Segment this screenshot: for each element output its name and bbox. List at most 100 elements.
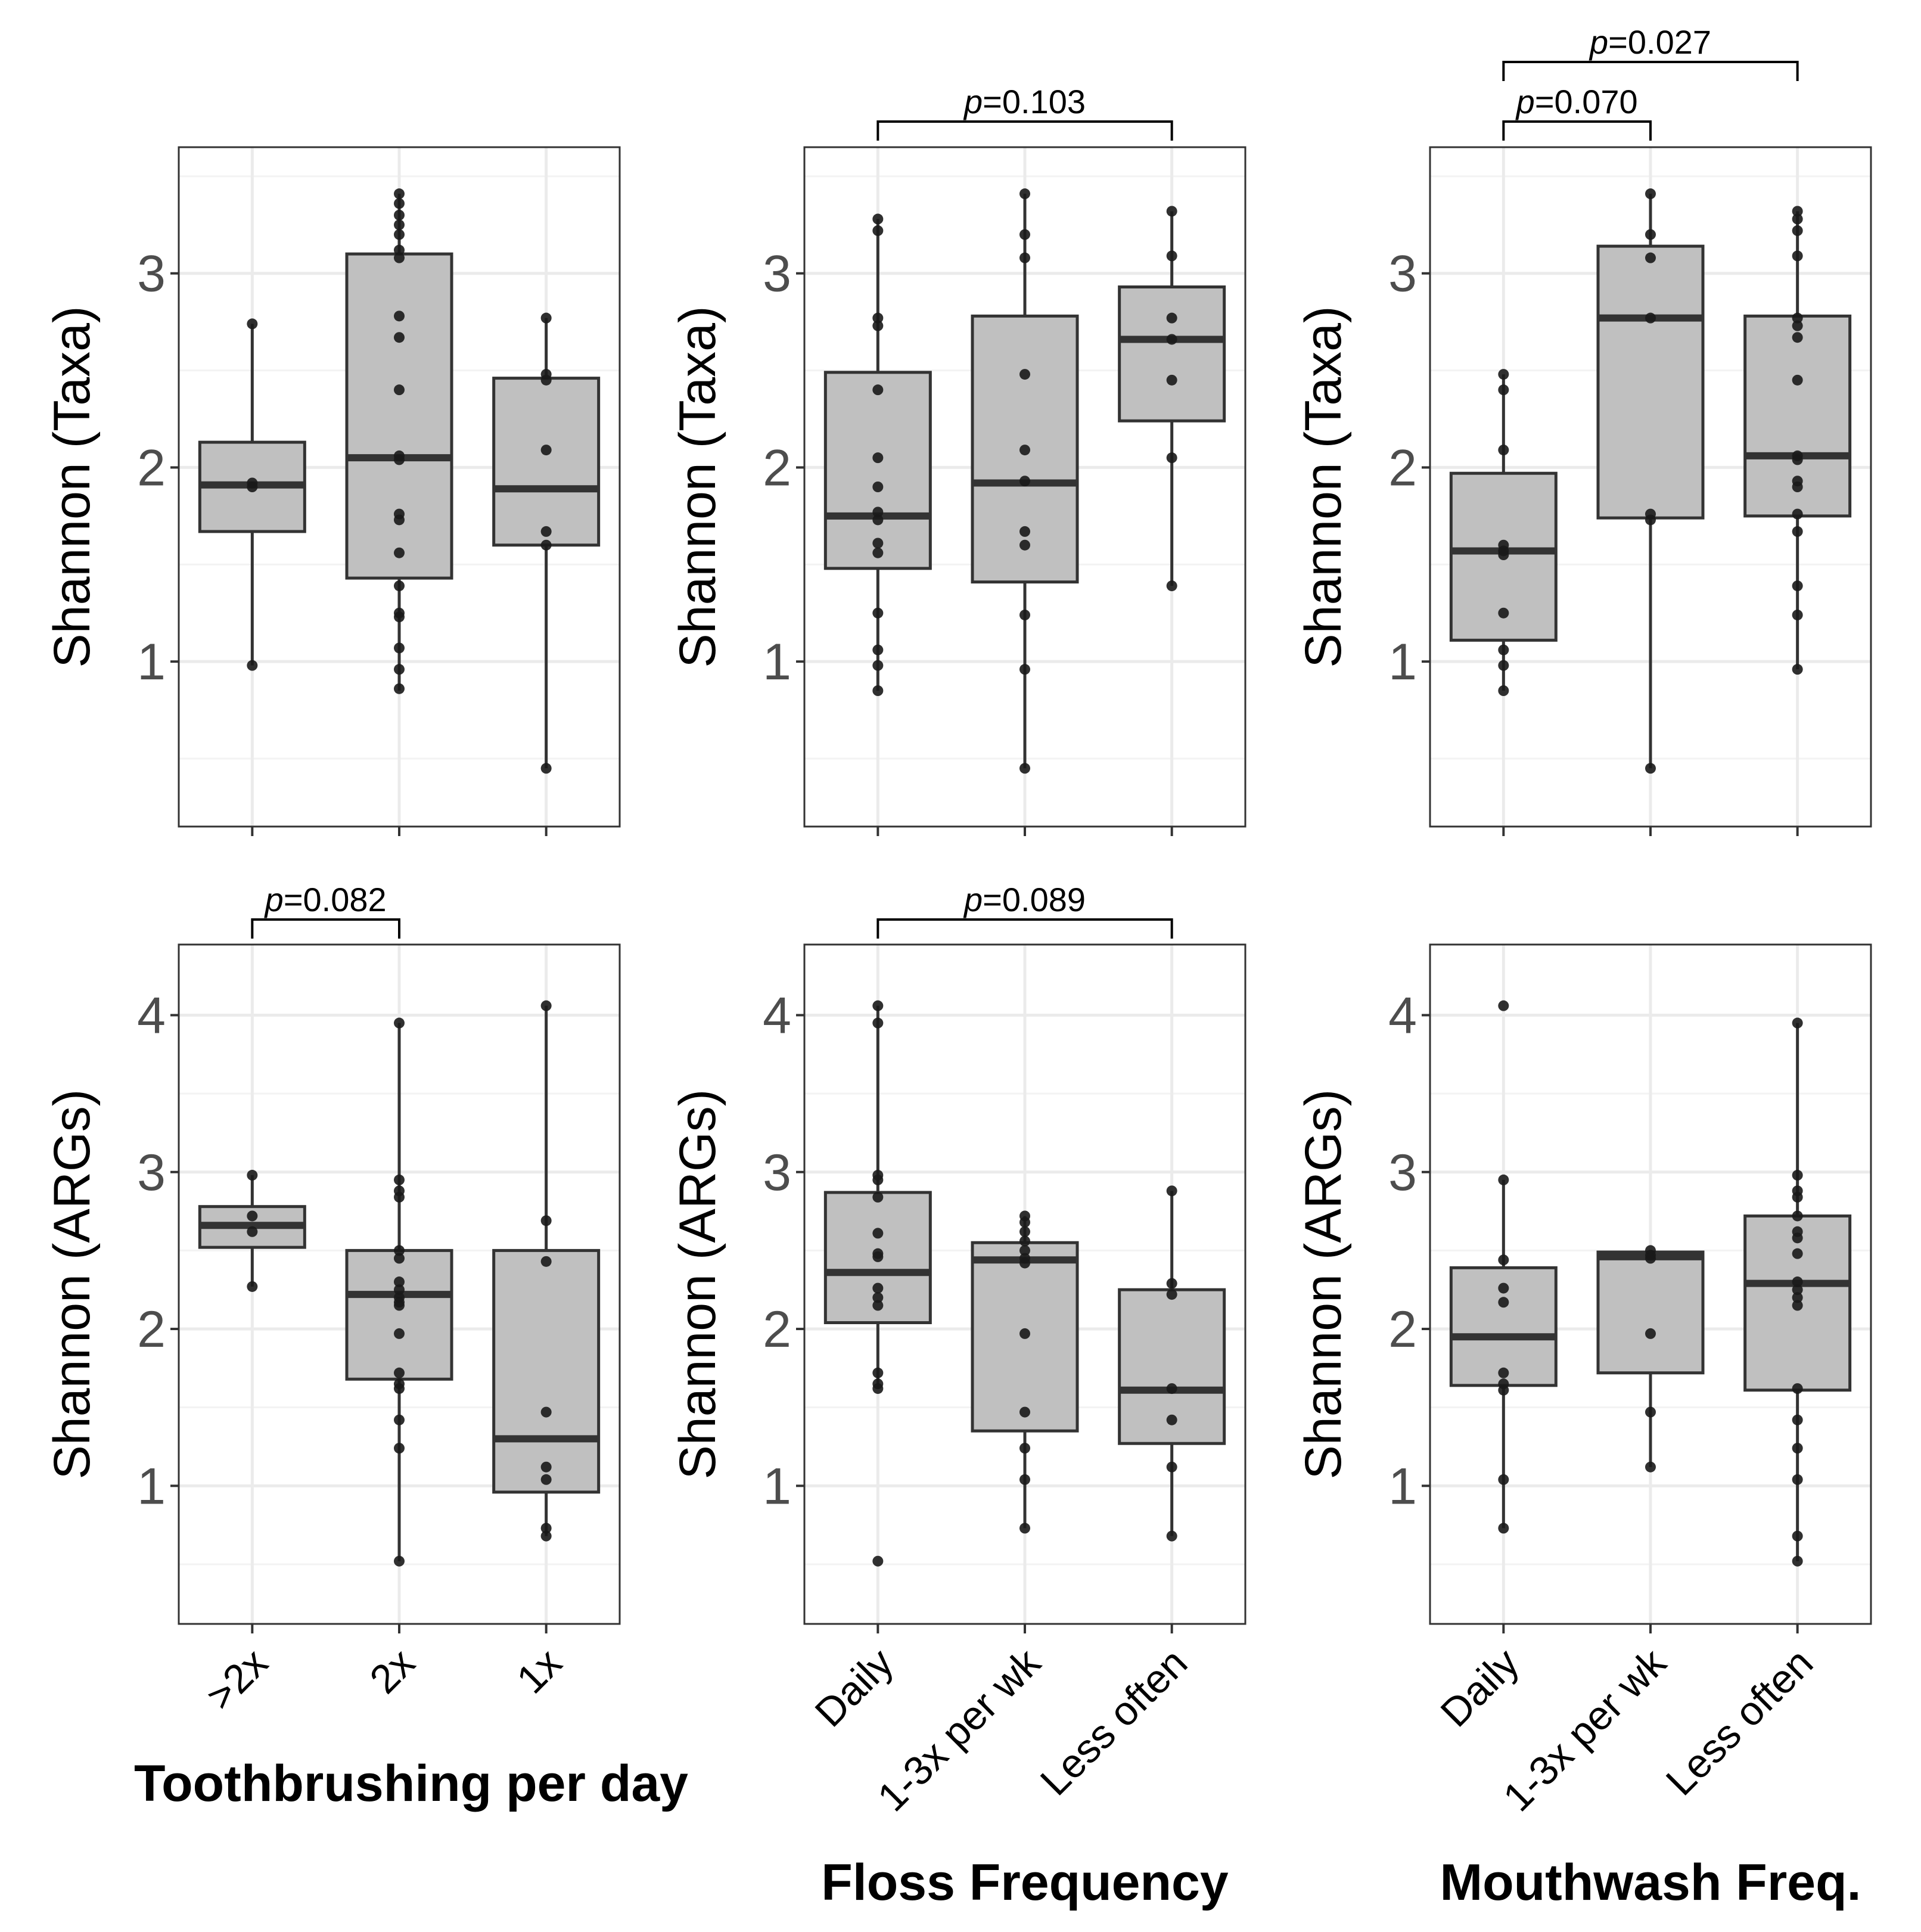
- data-point: [872, 1228, 884, 1239]
- data-point: [1792, 206, 1803, 217]
- data-point: [1792, 374, 1803, 386]
- x-axis-title: Mouthwash Freq.: [1440, 1854, 1861, 1911]
- p-value-label: p=0.070: [1515, 83, 1638, 120]
- data-point: [1792, 1276, 1803, 1288]
- bracket-line: [251, 918, 400, 939]
- data-point: [1792, 1210, 1803, 1222]
- data-point: [1498, 1174, 1509, 1185]
- data-point: [1645, 763, 1656, 774]
- data-point: [394, 1328, 405, 1339]
- bracket-line: [876, 120, 1173, 141]
- data-point: [247, 482, 258, 492]
- data-point: [872, 1300, 884, 1311]
- data-point: [394, 1284, 405, 1296]
- box-1-3x-per-wk: [1596, 188, 1705, 774]
- data-point: [247, 1210, 258, 1222]
- data-point: [540, 1461, 552, 1473]
- data-point: [872, 1367, 884, 1378]
- p-value-label: p=0.103: [963, 83, 1086, 120]
- data-point: [394, 1191, 405, 1203]
- y-axis-title: Shannon (ARGs): [669, 1089, 726, 1480]
- data-point: [1645, 252, 1656, 263]
- data-point: [1792, 1300, 1803, 1311]
- y-tick-label: 2: [137, 439, 166, 496]
- data-point: [1019, 369, 1030, 380]
- box-1-3x-per-wk: [971, 188, 1079, 774]
- data-point: [872, 1000, 884, 1011]
- data-point: [1792, 1530, 1803, 1542]
- data-point: [1019, 445, 1030, 456]
- data-point: [872, 660, 884, 671]
- data-point: [1498, 1000, 1509, 1011]
- data-point: [1166, 206, 1177, 217]
- data-point: [872, 1555, 884, 1567]
- data-point: [872, 607, 884, 619]
- data-point: [1792, 320, 1803, 331]
- x-tick-label: >2x: [197, 1640, 276, 1719]
- data-point: [394, 198, 405, 209]
- box-daily: [823, 213, 932, 696]
- data-point: [872, 225, 884, 237]
- data-point: [394, 611, 405, 623]
- y-tick-label: 4: [1388, 987, 1417, 1044]
- data-point: [1498, 1474, 1509, 1485]
- data-point: [394, 547, 405, 558]
- data-point: [1792, 526, 1803, 537]
- y-axis-title: Shannon (Taxa): [1295, 306, 1352, 667]
- data-point: [872, 1251, 884, 1262]
- data-point: [872, 547, 884, 558]
- data-point: [394, 642, 405, 654]
- data-point: [394, 1555, 405, 1567]
- box-iqr: [492, 1248, 601, 1494]
- data-point: [1792, 609, 1803, 620]
- data-point: [872, 213, 884, 225]
- y-tick-label: 1: [1388, 633, 1417, 691]
- data-point: [1792, 1191, 1803, 1203]
- data-point: [394, 664, 405, 675]
- data-point: [1792, 1474, 1803, 1485]
- data-point: [394, 1174, 405, 1185]
- data-point: [247, 1170, 258, 1181]
- significance-bracket: p=0.089: [876, 881, 1173, 939]
- data-point: [1792, 213, 1803, 225]
- data-point: [1166, 1289, 1177, 1300]
- data-point: [394, 1414, 405, 1425]
- x-tick-label: Daily: [806, 1640, 902, 1736]
- data-point: [1166, 580, 1177, 592]
- data-point: [540, 445, 552, 456]
- box-daily: [1449, 369, 1558, 696]
- data-point: [540, 1523, 552, 1534]
- y-tick-label: 1: [137, 633, 166, 691]
- data-point: [1792, 1292, 1803, 1303]
- data-point: [394, 580, 405, 592]
- data-point: [1019, 1217, 1030, 1228]
- data-point: [1019, 1328, 1030, 1339]
- data-point: [872, 312, 884, 324]
- data-point: [1792, 508, 1803, 520]
- x-tick-label: Daily: [1432, 1640, 1528, 1736]
- data-point: [540, 763, 552, 774]
- data-point: [872, 482, 884, 492]
- data-point: [1019, 1245, 1030, 1256]
- data-point: [1019, 1523, 1030, 1534]
- data-point: [1645, 1461, 1656, 1473]
- data-point: [1166, 1383, 1177, 1394]
- data-point: [1019, 1474, 1030, 1485]
- x-tick-label: Less often: [1658, 1640, 1822, 1804]
- data-point: [1792, 664, 1803, 675]
- data-point: [1792, 332, 1803, 343]
- data-point: [1019, 1406, 1030, 1418]
- data-point: [872, 538, 884, 549]
- y-tick-label: 3: [137, 246, 166, 303]
- panel-floss_taxa: 1 2 3 Shannon (Taxa) p=0.103: [669, 83, 1247, 836]
- box-2x: [345, 1017, 453, 1567]
- box-iqr: [345, 1248, 453, 1381]
- data-point: [247, 1281, 258, 1292]
- x-axis-title: Toothbrushing per day: [134, 1755, 688, 1812]
- data-point: [1498, 685, 1509, 696]
- data-point: [1019, 1226, 1030, 1237]
- y-tick-label: 2: [763, 439, 791, 496]
- data-point: [394, 332, 405, 343]
